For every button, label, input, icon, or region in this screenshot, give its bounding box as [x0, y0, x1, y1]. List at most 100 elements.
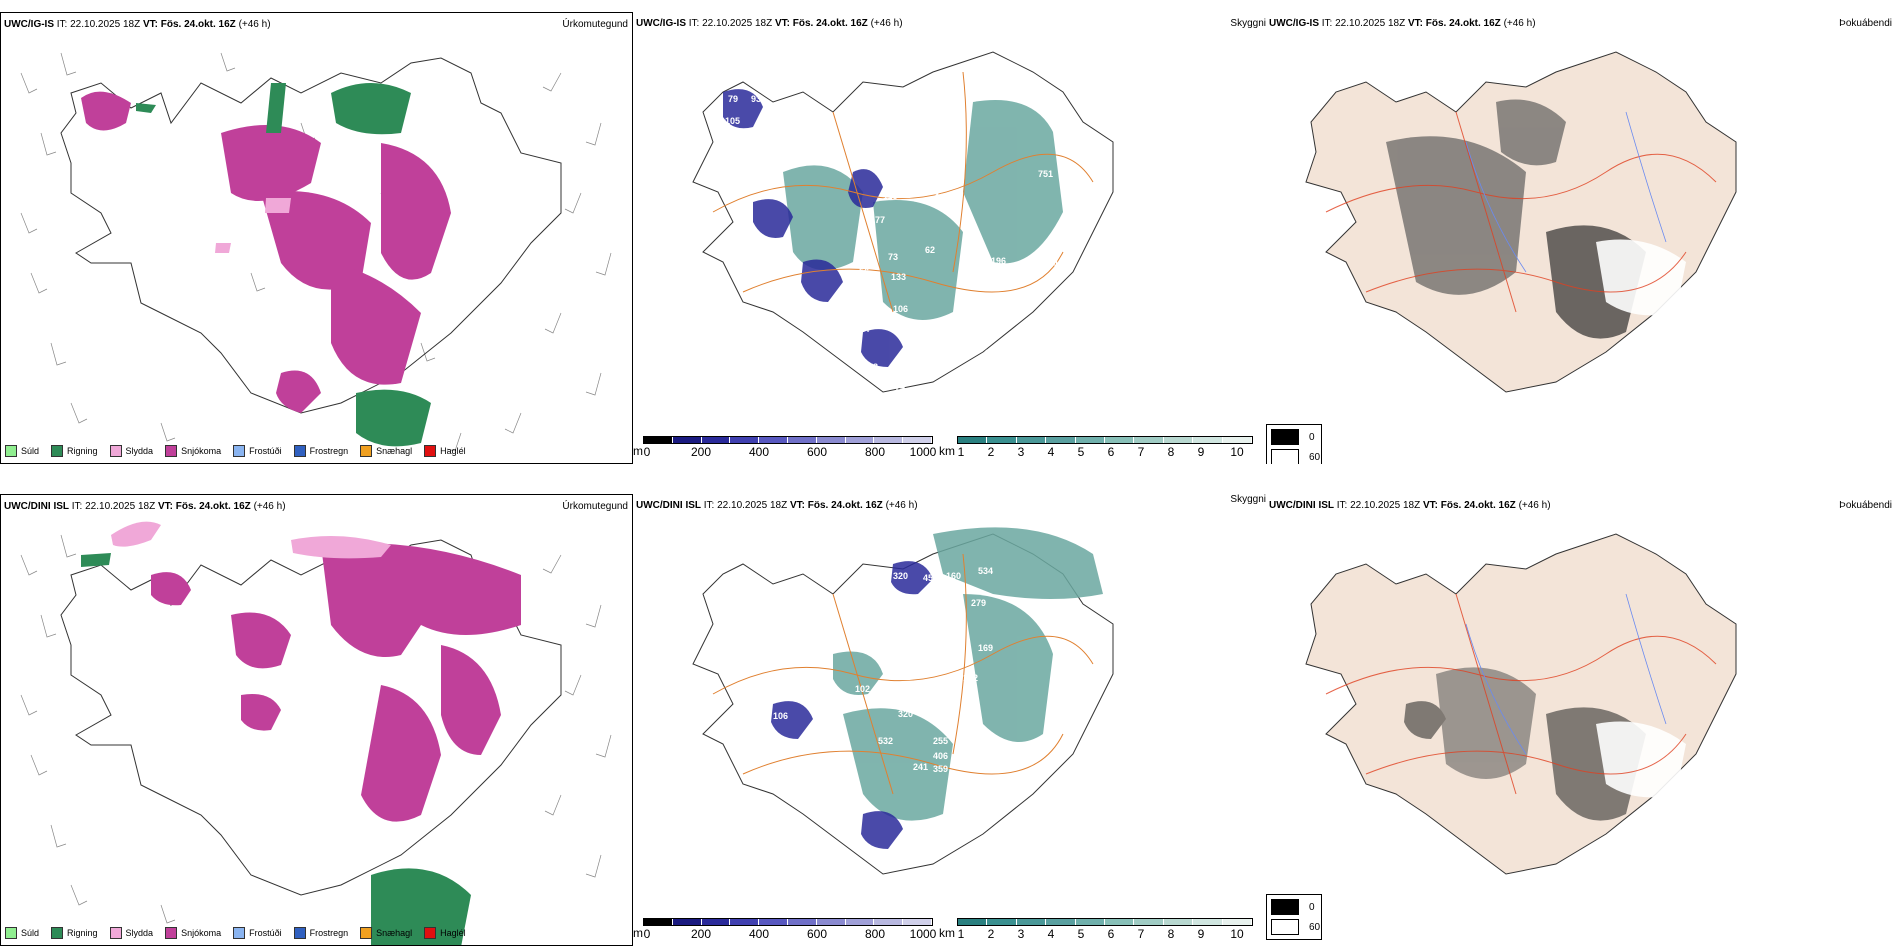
- precip-legend: Súld Rigning Slydda Snjókoma Frostúði Fr…: [5, 445, 466, 457]
- colorbar-swatch: [1075, 437, 1106, 443]
- legend-item-rigning: Rigning: [51, 927, 98, 939]
- sleet-areas: [215, 198, 291, 253]
- vis-value: 95: [735, 226, 745, 236]
- vis-value: 109: [935, 192, 950, 202]
- legend-item-snaehagl: Snæhagl: [360, 445, 412, 457]
- vis-value: 74: [913, 699, 923, 709]
- legend-swatch: [109, 445, 122, 457]
- legend-item-frostudi: Frostúði: [233, 927, 282, 939]
- vis-value: 82: [898, 684, 908, 694]
- vis-value: 160: [946, 571, 961, 581]
- visibility-panel-bottom: UWC/DINI ISL IT: 22.10.2025 18Z VT: Fös.…: [633, 494, 1266, 946]
- vis-value: 87: [828, 816, 838, 826]
- glacier-white: [1596, 721, 1686, 798]
- legend-swatch: [165, 927, 178, 939]
- tick-label: 1: [957, 927, 965, 941]
- sleet-areas: [111, 521, 391, 559]
- colorbar-swatch: [987, 919, 1017, 925]
- tick-label: 6: [1107, 445, 1115, 459]
- colorbar-swatch: [672, 919, 702, 925]
- precip-legend: Súld Rigning Slydda Snjókoma Frostúði Fr…: [5, 927, 466, 939]
- iceland-outline: [692, 51, 1114, 393]
- vis-value: 133: [891, 272, 906, 282]
- tick-label: 6: [1107, 927, 1115, 941]
- roads: [712, 553, 1094, 795]
- colorbar-swatch: [903, 919, 932, 925]
- tick-label: 7: [1137, 927, 1145, 941]
- panel-title: UWC/IG-IS IT: 22.10.2025 18Z VT: Fös. 24…: [1269, 18, 1536, 29]
- panel-title: UWC/DINI ISL IT: 22.10.2025 18Z VT: Fös.…: [1269, 500, 1551, 511]
- colorbar-swatch: [1163, 919, 1194, 925]
- colorbar-unit: m: [633, 444, 643, 458]
- colorbar-m-swatches: [643, 436, 933, 444]
- tick-label: 400: [748, 445, 770, 459]
- colorbar-swatch: [787, 437, 817, 443]
- colorbar-swatch: [1134, 437, 1164, 443]
- visibility-colorbar-m: m 0 200 400 600 800 1000: [633, 436, 936, 460]
- legend-swatch: [233, 927, 246, 939]
- fog-legend-row: 0: [1271, 429, 1315, 445]
- legend-item-suld: Súld: [5, 445, 39, 457]
- colorbar-swatch: [787, 919, 817, 925]
- vis-value: 45: [771, 289, 781, 299]
- colorbar-m-swatches: [643, 918, 933, 926]
- colorbar-swatch: [1016, 437, 1047, 443]
- colorbar-swatch: [759, 437, 788, 443]
- legend-item-frostregn: Frostregn: [293, 445, 348, 457]
- roads: [712, 71, 1094, 313]
- vis-value: 320: [893, 571, 908, 581]
- colorbar-swatch: [958, 437, 988, 443]
- vis-value: 293: [1061, 334, 1076, 344]
- tick-label: 9: [1197, 445, 1205, 459]
- teal-areas: [833, 527, 1103, 821]
- vis-value: 106: [773, 711, 788, 721]
- vis-value: 52: [845, 817, 855, 827]
- legend-item-haglel: Haglél: [424, 927, 466, 939]
- precip-map: [20, 521, 612, 945]
- legend-swatch: [5, 927, 17, 939]
- visibility-value-labels: 320 459 160 534 279 169 457 192 82 295 1…: [773, 566, 993, 827]
- vis-value: 279: [971, 598, 986, 608]
- fog-swatch: [1271, 899, 1299, 915]
- vis-value: 77: [875, 215, 885, 225]
- tick-label: 600: [806, 927, 828, 941]
- legend-swatch: [293, 927, 306, 939]
- vis-value: 106: [838, 346, 853, 356]
- colorbar-swatch: [1193, 437, 1223, 443]
- wind-barbs: [20, 534, 612, 934]
- rain-areas: [136, 83, 431, 447]
- tick-label: 3: [1017, 927, 1025, 941]
- colorbar-swatch: [845, 919, 875, 925]
- tick-label: 2: [987, 445, 995, 459]
- visibility-label: Skyggni: [1230, 494, 1266, 505]
- colorbar-swatch: [874, 919, 904, 925]
- vis-value: 166: [1013, 266, 1028, 276]
- legend-swatch: [51, 927, 64, 939]
- visibility-colorbar-m: m 0 200 400 600 800 1000: [633, 918, 936, 942]
- legend-swatch: [424, 927, 437, 939]
- tick-label: 200: [690, 445, 712, 459]
- legend-item-haglel: Haglél: [424, 445, 466, 457]
- legend-swatch: [5, 445, 17, 457]
- vis-value: 681: [1058, 300, 1073, 310]
- roads: [1325, 111, 1717, 313]
- visibility-panel-top: UWC/IG-IS IT: 22.10.2025 18Z VT: Fös. 24…: [633, 12, 1266, 464]
- legend-item-frostudi: Frostúði: [233, 445, 282, 457]
- vis-value: 140: [811, 734, 826, 744]
- vis-value: 172: [908, 174, 923, 184]
- tick-label: 5: [1077, 445, 1085, 459]
- tick-label: 7: [1137, 445, 1145, 459]
- colorbar-swatch: [958, 919, 988, 925]
- vis-value: 295: [938, 687, 953, 697]
- teal-areas: [783, 100, 1063, 320]
- colorbar-swatch: [1222, 437, 1253, 443]
- tick-label: 200: [690, 927, 712, 941]
- legend-swatch: [51, 445, 64, 457]
- legend-item-snaehagl: Snæhagl: [360, 927, 412, 939]
- legend-swatch: [109, 927, 122, 939]
- vis-value: 257: [1051, 322, 1066, 332]
- vis-value: 459: [923, 573, 938, 583]
- vis-value: 114: [928, 706, 943, 716]
- tick-label: 800: [864, 445, 886, 459]
- precip-panel-top: UWC/IG-IS IT: 22.10.2025 18Z VT: Fös. 24…: [0, 12, 633, 464]
